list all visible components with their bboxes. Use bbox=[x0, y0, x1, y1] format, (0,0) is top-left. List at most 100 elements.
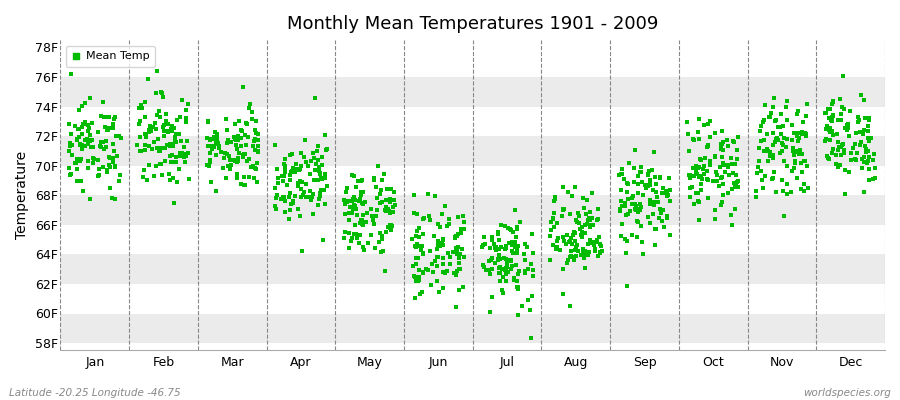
Point bbox=[231, 118, 246, 124]
Point bbox=[163, 141, 177, 147]
Point bbox=[749, 194, 763, 200]
Point bbox=[848, 156, 862, 162]
Point bbox=[622, 160, 636, 166]
Point bbox=[283, 172, 297, 178]
Point bbox=[76, 131, 90, 137]
Point bbox=[75, 103, 89, 109]
Point bbox=[80, 122, 94, 128]
Point bbox=[310, 177, 325, 184]
Point bbox=[660, 215, 674, 221]
Point bbox=[291, 165, 305, 172]
Point bbox=[360, 210, 374, 216]
Point bbox=[72, 106, 86, 113]
Point bbox=[234, 127, 248, 133]
Point bbox=[777, 134, 791, 141]
Point bbox=[758, 102, 772, 109]
Point bbox=[559, 240, 573, 247]
Point bbox=[861, 128, 876, 134]
Point bbox=[229, 156, 243, 163]
Point bbox=[436, 241, 450, 248]
Point bbox=[83, 196, 97, 202]
Point bbox=[278, 156, 293, 162]
Point bbox=[823, 136, 837, 143]
Point bbox=[348, 203, 363, 210]
Point bbox=[443, 261, 457, 267]
Point bbox=[370, 206, 384, 213]
Point bbox=[156, 124, 170, 130]
Point bbox=[614, 198, 628, 204]
Point bbox=[373, 190, 387, 197]
Point bbox=[817, 110, 832, 116]
Point bbox=[583, 224, 598, 231]
Point bbox=[96, 139, 111, 146]
Point bbox=[580, 220, 594, 227]
Point bbox=[659, 189, 673, 195]
Point bbox=[379, 197, 393, 204]
Point bbox=[409, 254, 423, 261]
Point bbox=[148, 90, 163, 96]
Point bbox=[660, 213, 674, 219]
Point bbox=[313, 170, 328, 176]
Point bbox=[152, 146, 166, 153]
Point bbox=[586, 239, 600, 246]
Point bbox=[200, 162, 214, 169]
Point bbox=[308, 95, 322, 101]
Point bbox=[825, 101, 840, 107]
Point bbox=[106, 155, 121, 162]
Point bbox=[210, 135, 224, 142]
Point bbox=[433, 224, 447, 230]
Point bbox=[620, 180, 634, 186]
Point bbox=[688, 170, 703, 176]
Point bbox=[86, 160, 100, 166]
Point bbox=[350, 178, 365, 185]
Point bbox=[700, 142, 715, 149]
Point bbox=[348, 184, 363, 190]
Point bbox=[501, 225, 516, 231]
Bar bbox=[60, 77, 885, 107]
Point bbox=[518, 267, 532, 274]
Point bbox=[694, 186, 708, 193]
Point bbox=[629, 203, 643, 209]
Point bbox=[688, 163, 703, 169]
Point bbox=[563, 253, 578, 260]
Point bbox=[179, 115, 194, 121]
Point bbox=[585, 190, 599, 196]
Point bbox=[375, 176, 390, 183]
Point bbox=[799, 163, 814, 169]
Point bbox=[202, 159, 217, 165]
Point bbox=[277, 209, 292, 216]
Point bbox=[578, 222, 592, 228]
Point bbox=[436, 237, 450, 244]
Point bbox=[63, 143, 77, 149]
Point bbox=[417, 215, 431, 221]
Point bbox=[230, 159, 245, 165]
Point bbox=[557, 237, 572, 244]
Point bbox=[181, 101, 195, 108]
Point bbox=[431, 242, 446, 248]
Point bbox=[130, 142, 145, 148]
Point bbox=[346, 173, 361, 180]
Point bbox=[639, 184, 653, 191]
Point bbox=[576, 195, 590, 201]
Point bbox=[358, 219, 373, 225]
Point bbox=[220, 163, 235, 170]
Point bbox=[451, 214, 465, 220]
Point bbox=[590, 206, 605, 212]
Point bbox=[660, 215, 674, 221]
Point bbox=[825, 114, 840, 120]
Point bbox=[169, 154, 184, 161]
Point bbox=[498, 246, 512, 252]
Point bbox=[158, 145, 172, 151]
Bar bbox=[60, 284, 885, 314]
Point bbox=[412, 225, 427, 231]
Point bbox=[491, 230, 506, 237]
Point bbox=[837, 106, 851, 113]
Point bbox=[246, 162, 260, 169]
Point bbox=[452, 266, 466, 272]
Point bbox=[148, 126, 163, 132]
Point bbox=[616, 176, 631, 182]
Point bbox=[173, 150, 187, 156]
Point bbox=[230, 137, 245, 143]
Point bbox=[387, 196, 401, 203]
Point bbox=[311, 168, 326, 174]
